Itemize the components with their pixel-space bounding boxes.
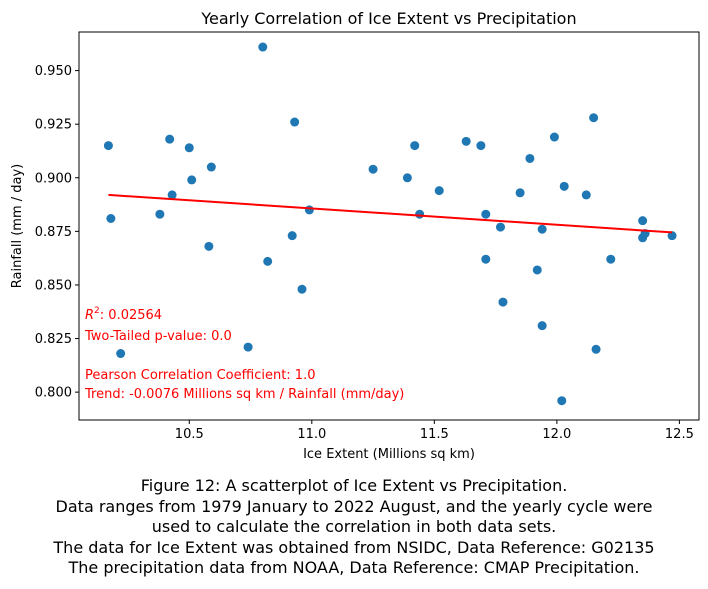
scatter-point — [184, 143, 194, 153]
y-tick-label: 0.825 — [35, 332, 72, 347]
x-tick-label: 11.5 — [420, 427, 449, 442]
scatter-point — [204, 241, 214, 251]
y-tick-label: 0.800 — [35, 386, 72, 401]
scatter-point — [481, 254, 491, 264]
scatter-point — [498, 297, 508, 307]
scatter-point — [187, 175, 197, 185]
x-axis-label: Ice Extent (Millions sq km) — [303, 447, 475, 462]
r2-symbol: R — [85, 308, 94, 323]
x-axis-ticks: 10.5 11.0 11.5 12.0 12.5 — [175, 420, 694, 442]
caption-line: Data ranges from 1979 January to 2022 Au… — [55, 496, 653, 516]
scatter-point — [481, 209, 491, 219]
scatter-point — [297, 284, 307, 294]
stats-annotations: R2: 0.02564 Two-Tailed p-value: 0.0 Pear… — [84, 306, 404, 402]
scatter-point — [263, 256, 273, 266]
scatter-point — [165, 134, 175, 144]
caption-line: used to calculate the correlation in bot… — [151, 517, 557, 537]
r2-superscript: 2 — [94, 306, 100, 316]
scatter-point — [415, 209, 425, 219]
figure-caption: Figure 12: A scatterplot of Ice Extent v… — [0, 476, 708, 579]
scatter-point — [106, 213, 116, 223]
pearson-annotation: Pearson Correlation Coefficient: 1.0 — [85, 368, 315, 383]
caption-line: Figure 12: A scatterplot of Ice Extent v… — [140, 476, 568, 495]
trend-line — [108, 193, 673, 234]
scatter-point — [559, 181, 569, 191]
scatter-point — [290, 117, 300, 127]
scatter-point — [606, 254, 616, 264]
scatter-point — [461, 136, 471, 146]
scatter-point — [549, 132, 559, 142]
trend-annotation: Trend: -0.0076 Millions sq km / Rainfall… — [84, 387, 404, 402]
caption-line: The precipitation data from NOAA, Data R… — [68, 558, 640, 578]
caption-line: The data for Ice Extent was obtained fro… — [53, 537, 655, 557]
scatter-point — [434, 186, 444, 196]
scatter-point — [287, 231, 297, 241]
scatter-point — [243, 342, 253, 352]
scatter-point — [103, 141, 113, 151]
scatter-point — [581, 190, 591, 200]
y-tick-label: 0.900 — [35, 171, 72, 186]
scatter-point — [258, 42, 268, 52]
chart-title: Yearly Correlation of Ice Extent vs Prec… — [200, 9, 576, 28]
scatter-point — [402, 173, 412, 183]
scatter-point — [591, 344, 601, 354]
y-tick-label: 0.950 — [35, 64, 72, 79]
scatter-point — [496, 222, 506, 232]
y-tick-label: 0.875 — [35, 225, 72, 240]
y-axis-label: Rainfall (mm / day) — [10, 164, 25, 289]
scatter-point — [537, 224, 547, 234]
scatter-point — [537, 321, 547, 331]
scatter-point — [368, 164, 378, 174]
scatter-point — [304, 205, 314, 215]
pvalue-annotation: Two-Tailed p-value: 0.0 — [84, 329, 232, 344]
scatter-point — [116, 349, 126, 359]
scatter-point — [589, 113, 599, 123]
scatter-point — [667, 231, 677, 241]
scatter-point — [525, 153, 535, 163]
x-tick-label: 11.0 — [297, 427, 326, 442]
scatter-point — [557, 396, 567, 406]
scatter-point — [167, 190, 177, 200]
scatter-chart: Yearly Correlation of Ice Extent vs Prec… — [10, 9, 700, 462]
y-axis-ticks: 0.800 0.825 0.850 0.875 0.900 0.925 0.950 — [35, 64, 79, 401]
r2-annotation: R2: 0.02564 — [85, 306, 162, 323]
scatter-point — [638, 216, 648, 226]
scatter-point — [476, 141, 486, 151]
x-tick-label: 12.5 — [665, 427, 694, 442]
scatter-point — [155, 209, 165, 219]
scatter-point — [410, 141, 420, 151]
x-tick-label: 10.5 — [175, 427, 204, 442]
scatter-point — [532, 265, 542, 275]
y-tick-label: 0.925 — [35, 118, 72, 133]
scatter-point — [206, 162, 216, 172]
r2-value: : 0.02564 — [100, 308, 162, 323]
y-tick-label: 0.850 — [35, 278, 72, 293]
x-tick-label: 12.0 — [542, 427, 571, 442]
scatter-points — [103, 42, 677, 406]
scatter-point — [515, 188, 525, 198]
plot-area — [78, 31, 700, 421]
